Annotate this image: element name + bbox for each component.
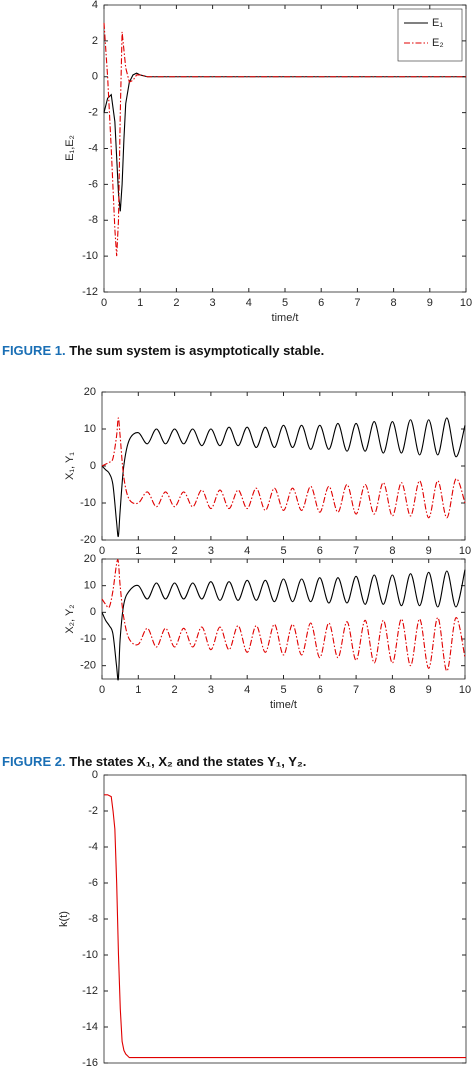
y-tick-label: -10 <box>82 250 98 262</box>
legend-label: E₁ <box>432 17 443 29</box>
y-axis-label: X₂, Y₂ <box>64 604 76 633</box>
x-tick-label: 5 <box>280 545 286 557</box>
caption-label: FIGURE 2. <box>2 754 66 769</box>
x-tick-label: 2 <box>172 684 178 696</box>
y-axis-label: k(t) <box>58 911 70 927</box>
x-tick-label: 8 <box>389 545 395 557</box>
x-tick-label: 9 <box>426 545 432 557</box>
y-tick-label: 0 <box>92 769 98 781</box>
caption-text: The states X₁, X₂ and the states Y₁, Y₂. <box>69 754 306 769</box>
y-tick-label: -14 <box>82 1021 98 1033</box>
y-tick-label: -4 <box>88 142 98 154</box>
plot-frame <box>103 774 467 1064</box>
x-tick-label: 8 <box>389 684 395 696</box>
x-axis-label: time/t <box>272 312 299 324</box>
x-tick-label: 0 <box>101 297 107 309</box>
y-axis-label: E₁,E₂ <box>64 135 76 161</box>
y-tick-label: 10 <box>84 580 96 592</box>
x-axis-label: time/t <box>270 699 297 711</box>
x-tick-label: 7 <box>354 297 360 309</box>
x-tick-label: 10 <box>459 684 471 696</box>
series-line <box>103 22 466 257</box>
plot-frame <box>101 391 466 541</box>
x-tick-label: 8 <box>391 297 397 309</box>
y-tick-label: -6 <box>88 178 98 190</box>
x-tick-label: 5 <box>280 684 286 696</box>
y-tick-label: -2 <box>88 107 98 119</box>
x-tick-label: 4 <box>244 545 250 557</box>
series-line <box>103 72 466 212</box>
y-tick-label: -20 <box>80 534 96 546</box>
x-tick-label: 1 <box>137 297 143 309</box>
y-tick-label: 20 <box>84 553 96 565</box>
x-tick-label: 9 <box>426 684 432 696</box>
caption: FIGURE 1. The sum system is asymptotical… <box>2 343 324 358</box>
y-tick-label: 0 <box>90 606 96 618</box>
x-tick-label: 10 <box>459 545 471 557</box>
caption-label: FIGURE 1. <box>2 343 66 358</box>
x-tick-label: 7 <box>353 545 359 557</box>
series-line <box>101 417 466 538</box>
y-tick-label: -6 <box>88 877 98 889</box>
legend-label: E₂ <box>432 37 444 49</box>
series-line <box>101 559 466 672</box>
y-tick-label: 2 <box>92 35 98 47</box>
x-tick-label: 5 <box>282 297 288 309</box>
x-tick-label: 4 <box>246 297 252 309</box>
y-tick-label: -10 <box>80 497 96 509</box>
x-tick-label: 1 <box>135 545 141 557</box>
y-tick-label: -8 <box>88 214 98 226</box>
x-tick-label: 6 <box>317 684 323 696</box>
x-tick-label: 7 <box>353 684 359 696</box>
x-tick-label: 2 <box>172 545 178 557</box>
x-tick-label: 6 <box>317 545 323 557</box>
x-tick-label: 4 <box>244 684 250 696</box>
x-tick-label: 0 <box>99 684 105 696</box>
y-tick-label: -10 <box>80 633 96 645</box>
x-tick-label: 6 <box>318 297 324 309</box>
y-tick-label: -12 <box>82 985 98 997</box>
x-tick-label: 10 <box>460 297 472 309</box>
x-tick-label: 3 <box>208 684 214 696</box>
legend-box <box>397 8 463 62</box>
plot-frame <box>101 558 466 680</box>
plot-frame <box>103 4 467 293</box>
y-tick-label: -20 <box>80 660 96 672</box>
series-line <box>104 794 466 1059</box>
caption-text: The sum system is asymptotically stable. <box>69 343 324 358</box>
x-tick-label: 3 <box>210 297 216 309</box>
x-tick-label: 3 <box>208 545 214 557</box>
y-tick-label: 20 <box>84 386 96 398</box>
series-line <box>101 417 466 519</box>
y-tick-label: -2 <box>88 805 98 817</box>
y-tick-label: 0 <box>90 460 96 472</box>
x-tick-label: 1 <box>135 684 141 696</box>
x-tick-label: 9 <box>427 297 433 309</box>
y-tick-label: -8 <box>88 913 98 925</box>
y-tick-label: 4 <box>92 0 98 11</box>
y-axis-label: X₁, Y₁ <box>64 452 76 480</box>
caption: FIGURE 2. The states X₁, X₂ and the stat… <box>2 754 306 769</box>
y-tick-label: -10 <box>82 949 98 961</box>
series-line <box>101 569 466 681</box>
y-tick-label: -4 <box>88 841 98 853</box>
y-tick-label: 0 <box>92 71 98 83</box>
y-tick-label: -16 <box>82 1057 98 1069</box>
y-tick-label: -12 <box>82 286 98 298</box>
y-tick-label: 10 <box>84 423 96 435</box>
x-tick-label: 0 <box>99 545 105 557</box>
x-tick-label: 2 <box>173 297 179 309</box>
